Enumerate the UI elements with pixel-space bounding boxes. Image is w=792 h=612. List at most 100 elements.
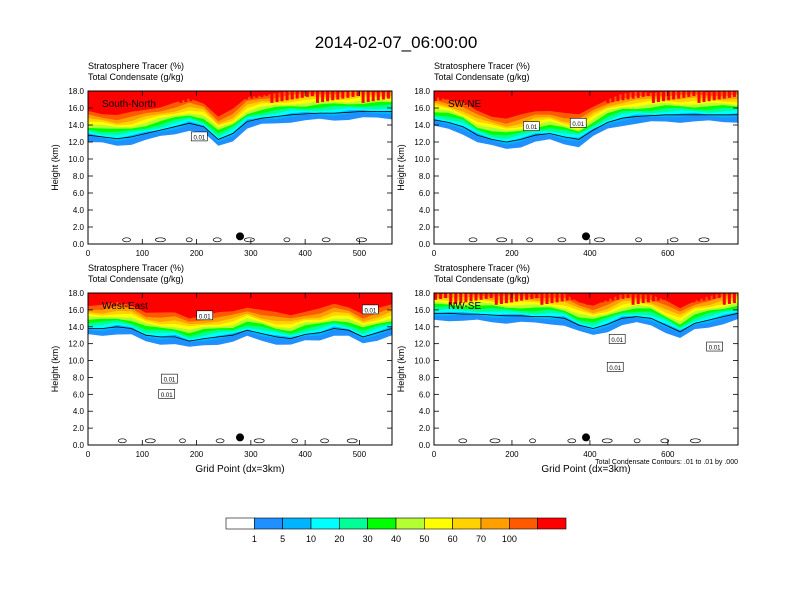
tracer-stripe bbox=[103, 293, 107, 299]
tracer-stripe bbox=[245, 91, 249, 100]
tracer-stripe bbox=[209, 91, 213, 98]
tracer-stripe bbox=[229, 293, 233, 301]
tracer-stripe bbox=[158, 293, 162, 305]
panel-label: South-North bbox=[102, 99, 156, 110]
y-tick-label: 14.0 bbox=[68, 121, 84, 130]
tracer-stripe bbox=[260, 293, 264, 304]
tracer-stripe bbox=[219, 293, 223, 303]
tracer-stripe bbox=[677, 91, 681, 99]
colorbar-label: 1 bbox=[252, 534, 257, 544]
y-tick-label: 2.0 bbox=[419, 424, 431, 433]
colorbar-swatch bbox=[395, 517, 425, 530]
tracer-stripe bbox=[570, 91, 574, 102]
tracer-stripe bbox=[224, 91, 228, 103]
surface-contour bbox=[244, 237, 255, 243]
x-tick-label: 300 bbox=[244, 450, 258, 459]
x-tick-label: 600 bbox=[661, 249, 675, 258]
tracer-stripe bbox=[601, 91, 605, 97]
tracer-stripe bbox=[662, 293, 665, 300]
x-tick-label: 400 bbox=[583, 450, 597, 459]
y-tick-label: 12.0 bbox=[68, 340, 84, 349]
y-tick-label: 14.0 bbox=[414, 121, 430, 130]
x-tick-label: 200 bbox=[190, 450, 204, 459]
surface-contour bbox=[321, 237, 331, 243]
tracer-stripe bbox=[331, 91, 335, 101]
tracer-stripe bbox=[722, 91, 726, 99]
surface-contour bbox=[212, 237, 222, 243]
panel-label: SW-NE bbox=[448, 99, 481, 110]
tracer-stripe bbox=[290, 293, 294, 299]
panel-label: NW-SE bbox=[448, 301, 481, 312]
panel-header-condensate: Total Condensate (g/kg) bbox=[434, 274, 530, 284]
y-tick-label: 4.0 bbox=[73, 407, 85, 416]
plot-frame bbox=[87, 292, 393, 446]
tracer-stripe bbox=[108, 91, 112, 100]
x-tick-label: 200 bbox=[505, 450, 519, 459]
surface-contour bbox=[660, 438, 670, 444]
tracer-stripe bbox=[702, 91, 706, 102]
contour-label: 0.01 bbox=[161, 373, 178, 384]
colorbar-swatch bbox=[452, 517, 482, 530]
tracer-stripe bbox=[169, 91, 173, 97]
location-marker bbox=[582, 433, 590, 442]
tracer-stripe bbox=[194, 293, 198, 299]
tracer-stripe bbox=[371, 91, 375, 102]
x-tick-label: 0 bbox=[86, 249, 91, 258]
tracer-stripe bbox=[341, 91, 345, 99]
tracer-stripe bbox=[606, 293, 610, 302]
contour-label: 0.01 bbox=[606, 362, 624, 372]
contour-label: 0.01 bbox=[190, 131, 208, 141]
surface-contour bbox=[144, 438, 156, 444]
tracer-stripe bbox=[682, 293, 686, 304]
tracer-stripe bbox=[434, 91, 437, 102]
tracer-stripe bbox=[667, 91, 671, 101]
colorbar-swatch bbox=[480, 517, 510, 530]
colorbar-label: 10 bbox=[306, 534, 316, 544]
tracer-stripe bbox=[229, 91, 233, 102]
tracer-stripe bbox=[707, 293, 711, 300]
y-tick-label: 2.0 bbox=[73, 424, 85, 433]
tracer-stripe bbox=[504, 91, 508, 97]
tracer-stripe bbox=[474, 91, 478, 102]
y-tick-label: 18.0 bbox=[414, 289, 430, 298]
condensate-contour bbox=[434, 114, 738, 143]
tracer-stripe bbox=[530, 293, 534, 299]
tracer-stripe bbox=[138, 91, 142, 102]
surface-contour bbox=[320, 438, 329, 444]
tracer-stripe bbox=[504, 293, 508, 304]
tracer-stripe bbox=[280, 91, 284, 102]
tracer-stripe bbox=[321, 91, 325, 102]
panel-header-condensate: Total Condensate (g/kg) bbox=[88, 274, 184, 284]
tracer-stripe bbox=[356, 293, 360, 303]
surface-contour bbox=[155, 237, 166, 243]
tracer-stripe bbox=[224, 293, 228, 302]
tracer-stripe bbox=[351, 293, 355, 304]
x-tick-label: 0 bbox=[432, 249, 437, 258]
colorbar-label: 70 bbox=[476, 534, 486, 544]
y-tick-label: 8.0 bbox=[73, 373, 85, 382]
surface-contour bbox=[529, 438, 536, 444]
tracer-stripe bbox=[143, 91, 147, 102]
y-tick-label: 18.0 bbox=[68, 289, 84, 298]
y-tick-label: 14.0 bbox=[414, 323, 430, 332]
tracer-stripe bbox=[199, 293, 203, 299]
contour-label: 0.01 bbox=[361, 304, 379, 314]
tracer-stripe bbox=[361, 91, 365, 103]
tracer-stripe bbox=[295, 293, 299, 305]
y-tick-label: 8.0 bbox=[419, 373, 431, 382]
tracer-stripe bbox=[520, 91, 524, 102]
tracer-stripe bbox=[310, 91, 314, 97]
contour-label-text: 0.01 bbox=[193, 135, 205, 141]
tracer-stripe bbox=[515, 91, 519, 103]
surface-contour bbox=[291, 438, 299, 444]
tracer-stripe bbox=[148, 293, 152, 299]
tracer-stripe bbox=[611, 293, 615, 301]
tracer-stripe bbox=[474, 293, 478, 301]
plot-frame bbox=[433, 90, 739, 245]
tracer-stripe bbox=[214, 91, 218, 97]
tracer-stripe bbox=[98, 91, 102, 102]
tracer-stripe bbox=[305, 293, 309, 304]
colorbar-label: 50 bbox=[419, 534, 429, 544]
tracer-stripe bbox=[626, 293, 630, 299]
tracer-stripe bbox=[270, 293, 274, 302]
